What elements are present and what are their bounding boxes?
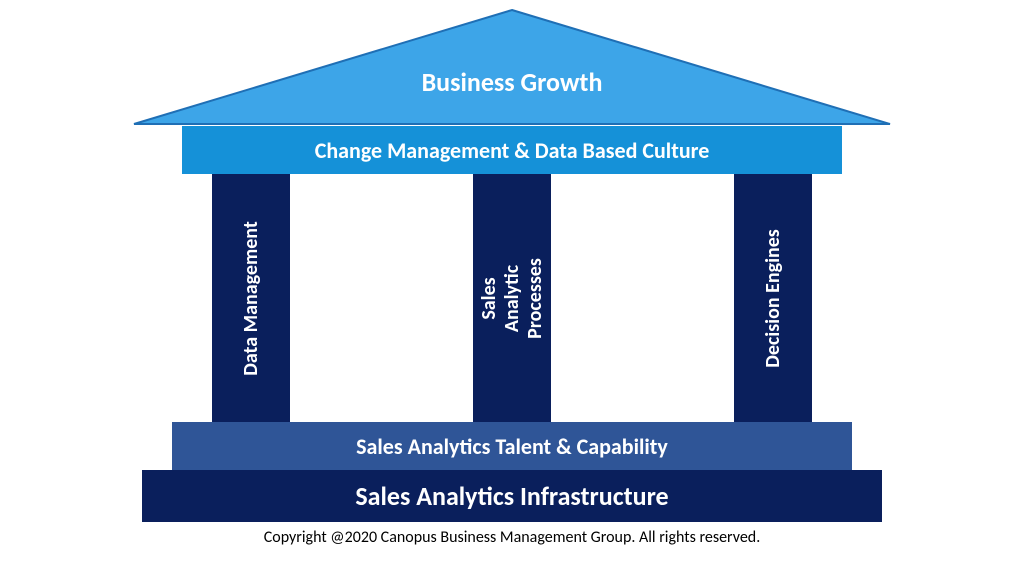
foundation-tier-1: Sales Analytics Talent & Capability bbox=[172, 422, 852, 470]
pillar-label: Data Management bbox=[240, 221, 263, 376]
pillar-data-management: Data Management bbox=[212, 174, 290, 422]
tier1-label: Sales Analytics Talent & Capability bbox=[356, 433, 668, 460]
pillar-decision-engines: Decision Engines bbox=[734, 174, 812, 422]
entablature-label: Change Management & Data Based Culture bbox=[315, 137, 710, 164]
temple-diagram: Business Growth Change Management & Data… bbox=[132, 8, 892, 547]
entablature-bar: Change Management & Data Based Culture bbox=[182, 126, 842, 174]
tier2-label: Sales Analytics Infrastructure bbox=[355, 480, 668, 512]
pillar-sales-analytic-processes: Sales AnalyticProcesses bbox=[473, 174, 551, 422]
pillars-row: Data Management Sales AnalyticProcesses … bbox=[182, 174, 842, 422]
roof: Business Growth bbox=[132, 8, 892, 126]
foundation-tier-2: Sales Analytics Infrastructure bbox=[142, 470, 882, 522]
pillar-label: Sales AnalyticProcesses bbox=[478, 258, 547, 339]
copyright-text: Copyright @2020 Canopus Business Managem… bbox=[132, 528, 892, 547]
roof-label: Business Growth bbox=[132, 66, 892, 98]
pillar-label: Decision Engines bbox=[762, 229, 785, 368]
